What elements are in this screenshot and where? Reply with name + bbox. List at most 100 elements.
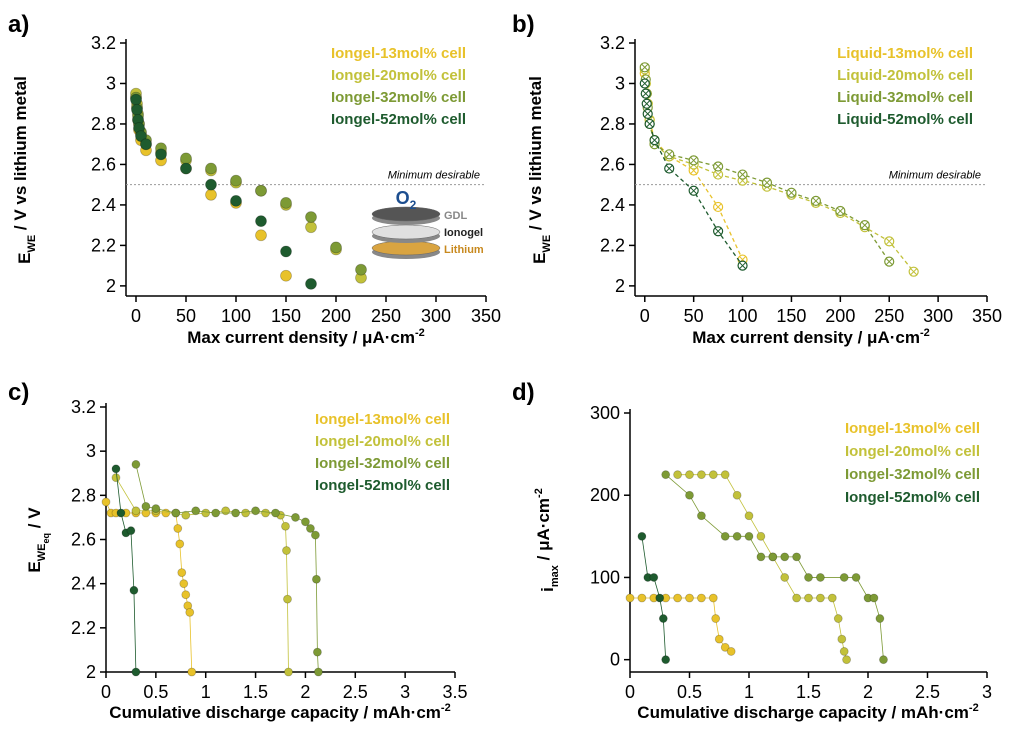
marker-cross — [646, 120, 654, 128]
series-line — [644, 67, 890, 262]
data-point — [884, 236, 895, 247]
y-tick-label: 2.6 — [600, 154, 625, 174]
data-point — [185, 607, 195, 617]
data-point — [816, 593, 825, 603]
data-point — [839, 647, 849, 656]
data-point — [151, 504, 161, 513]
y-tick-label: 2.4 — [600, 195, 625, 215]
axis-label-part: -2 — [441, 702, 451, 714]
axis-label-part: WE — [36, 543, 48, 561]
data-point — [640, 88, 651, 99]
data-point — [126, 526, 136, 536]
data-point — [155, 148, 167, 161]
axis-label-part: -2 — [533, 488, 545, 498]
x-tick-label: 350 — [471, 306, 501, 326]
data-point — [221, 506, 231, 516]
marker-cross — [885, 258, 893, 266]
data-point — [305, 221, 317, 234]
data-point — [639, 78, 650, 89]
axis-label-part: max — [549, 564, 561, 587]
axis-label-part: E — [15, 253, 34, 264]
data-point — [271, 508, 280, 518]
legend-entry: Iongel-20mol% cell — [315, 433, 450, 450]
y-tick-label: 3 — [106, 73, 116, 93]
data-point — [280, 196, 292, 209]
axis-label-part: / V — [25, 507, 44, 533]
data-point — [744, 531, 754, 541]
data-point — [688, 185, 699, 196]
x-tick-label: 200 — [825, 306, 855, 326]
gas-part: 2 — [410, 198, 417, 212]
marker-cross — [690, 156, 698, 164]
data-point — [291, 513, 300, 522]
marker-cross — [641, 79, 649, 88]
data-point — [261, 508, 270, 518]
data-point — [708, 470, 718, 480]
y-tick-label: 2.2 — [71, 618, 96, 638]
y-tick-label: 3 — [615, 73, 625, 93]
data-point — [744, 511, 754, 521]
data-point — [639, 62, 650, 73]
data-point — [141, 501, 151, 511]
panel-label: b) — [512, 11, 535, 38]
data-point — [355, 263, 367, 276]
legend-entry: Iongel-52mol% cell — [331, 111, 466, 128]
data-point — [756, 531, 766, 541]
y-tick-label: 3.2 — [91, 33, 116, 53]
data-point — [637, 593, 647, 603]
data-point — [697, 511, 706, 521]
data-point — [281, 521, 290, 531]
x-axis-label: Cumulative discharge capacity / mAh·cm-2 — [109, 702, 450, 722]
legend-entry: Iongel-20mol% cell — [331, 67, 466, 84]
data-point — [101, 497, 111, 507]
data-point — [135, 130, 147, 143]
axis-label-part: Cumulative discharge capacity / mAh·cm — [637, 703, 969, 722]
marker-cross — [910, 268, 918, 276]
legend-entry: Liquid-52mol% cell — [837, 111, 973, 128]
legend-entry: Iongel-13mol% cell — [845, 420, 980, 437]
data-point — [851, 573, 861, 582]
axis-label-part: Max current density / μA·cm — [187, 328, 415, 347]
x-tick-label: 150 — [776, 306, 806, 326]
y-axis-label: EWE / V vs lithium metal — [526, 76, 553, 264]
data-point — [842, 655, 851, 665]
x-tick-label: 2.5 — [343, 682, 368, 702]
legend-entry: Iongel-32mol% cell — [845, 466, 980, 483]
data-point — [131, 103, 143, 116]
axis-label-part: / V vs lithium metal — [526, 76, 545, 235]
layer-disk — [371, 206, 441, 222]
y-axis-label: EWEeq / V — [25, 507, 51, 573]
data-point — [255, 184, 267, 197]
data-point — [804, 593, 813, 603]
data-point — [664, 163, 675, 174]
data-point — [732, 531, 742, 541]
data-point — [780, 552, 790, 562]
panel-label: a) — [8, 11, 29, 38]
y-tick-label: 2.2 — [600, 235, 625, 255]
data-point — [129, 585, 139, 595]
legend-entry: Liquid-13mol% cell — [837, 45, 973, 62]
series-line — [641, 536, 667, 660]
data-point — [180, 152, 192, 165]
marker-cross — [714, 171, 722, 179]
layer-disk — [371, 224, 441, 240]
marker-cross — [787, 189, 795, 197]
data-point — [720, 470, 730, 480]
data-point — [792, 593, 801, 603]
y-tick-label: 2 — [106, 276, 116, 296]
x-tick-label: 1 — [744, 682, 754, 702]
x-tick-label: 250 — [874, 306, 904, 326]
data-point — [205, 162, 217, 175]
data-point — [111, 473, 121, 483]
marker-cross — [861, 221, 869, 229]
x-tick-label: 250 — [371, 306, 401, 326]
data-point — [301, 517, 310, 527]
legend-entry: Liquid-32mol% cell — [837, 89, 973, 106]
data-point — [330, 241, 342, 254]
data-point — [283, 594, 292, 604]
data-point — [282, 546, 291, 555]
data-point — [720, 531, 730, 541]
data-point — [673, 593, 682, 603]
axis-label-part: / μA·cm — [534, 498, 553, 565]
